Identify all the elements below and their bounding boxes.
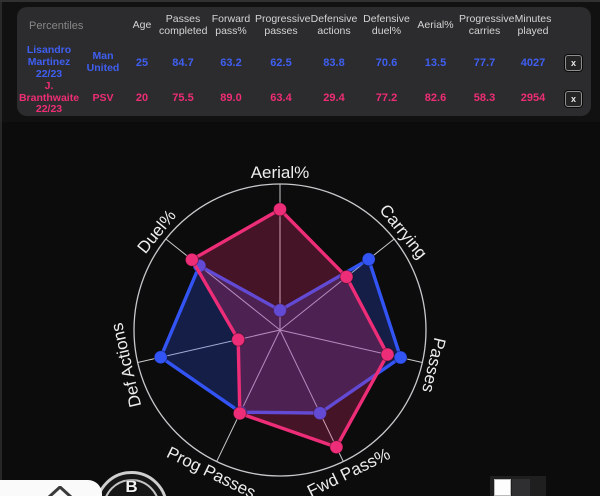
badge-letter: B [125, 477, 138, 496]
stat-value: 82.6 [424, 92, 447, 105]
radar-spoke [279, 329, 344, 462]
player-team: PSV [92, 91, 114, 104]
radar-data-point [329, 440, 344, 455]
column-header: Aerial% [417, 19, 454, 32]
corner-widget [490, 476, 546, 496]
stat-value: 20 [135, 92, 149, 105]
radar-outer-circle [133, 183, 427, 477]
comparison-table: Percentiles Age Passes completed Forward pa… [17, 7, 591, 116]
radar-data-point [184, 252, 199, 267]
radar-data-point [231, 332, 246, 347]
radar-data-point [313, 406, 327, 421]
column-header: Minutes played [514, 13, 552, 37]
column-header-percentiles: Percentiles [29, 19, 84, 32]
radar-data-point [339, 269, 354, 284]
radar-data-point [380, 347, 395, 362]
radar-data-point [153, 350, 168, 365]
player-name: Lisandro Martinez 22/23 [26, 44, 72, 80]
stat-value: 89.0 [220, 92, 242, 105]
column-header: Progressive carries [459, 13, 515, 37]
radar-series-polygon [190, 207, 390, 449]
window-left-edge [0, 0, 2, 496]
radar-data-point [232, 406, 247, 421]
player-name: J. Branthwaite 22/23 [18, 79, 80, 116]
radar-data-point [361, 252, 376, 267]
window-top-edge [0, 0, 600, 2]
radar-axis-label: Prog Passes [164, 443, 259, 496]
radar-axis-label: Aerial% [251, 163, 310, 182]
radar-spoke [165, 238, 281, 331]
stat-value: 77.2 [375, 92, 398, 105]
column-header: Progressive passes [255, 13, 311, 37]
stat-value: 84.7 [172, 56, 194, 69]
chevron-up-icon [47, 486, 73, 496]
radar-axis-label: Fwd Pass% [304, 444, 393, 496]
radar-data-point [393, 350, 408, 365]
radar-data-point [273, 303, 287, 318]
stat-value: 70.6 [375, 56, 398, 69]
remove-cell: x [556, 90, 591, 107]
radar-data-point [273, 202, 287, 217]
remove-player-button[interactable]: x [565, 55, 582, 71]
player-team: Man United [86, 50, 120, 74]
collapse-panel-tab[interactable] [0, 480, 102, 496]
column-header: Defensive actions [310, 13, 358, 37]
stat-value: 63.4 [270, 92, 292, 105]
corner-white-swatch[interactable] [494, 479, 511, 496]
stat-value: 13.5 [424, 56, 447, 69]
radar-spoke [279, 238, 395, 331]
radar-axis-label: Def Actions [107, 321, 145, 409]
column-header: Forward pass% [211, 13, 251, 37]
stat-value: 63.2 [220, 56, 242, 69]
radar-axis-label: Passes [418, 336, 449, 395]
stat-value: 58.3 [473, 92, 496, 105]
radar-spoke [216, 329, 281, 462]
stat-value: 77.7 [473, 56, 496, 69]
radar-series-polygon [158, 257, 403, 415]
stat-value: 4027 [520, 56, 546, 69]
stat-value: 83.8 [323, 56, 345, 69]
remove-player-button[interactable]: x [565, 90, 582, 107]
stat-value: 29.4 [323, 92, 345, 105]
corner-grey-swatch [512, 479, 530, 496]
stat-value: 75.5 [172, 92, 194, 105]
radar-axis-label: Carrying [376, 201, 431, 263]
stat-value: 25 [135, 56, 149, 69]
remove-cell: x [556, 55, 591, 71]
column-header: Passes completed [159, 13, 208, 37]
stat-value: 62.5 [270, 56, 292, 69]
radar-chart: Aerial% Carrying Passes Fwd Pass% Prog Passe… [107, 163, 449, 496]
column-header: Age [132, 19, 152, 32]
stat-value: 2954 [520, 92, 546, 105]
column-header: Defensive duel% [363, 13, 410, 37]
